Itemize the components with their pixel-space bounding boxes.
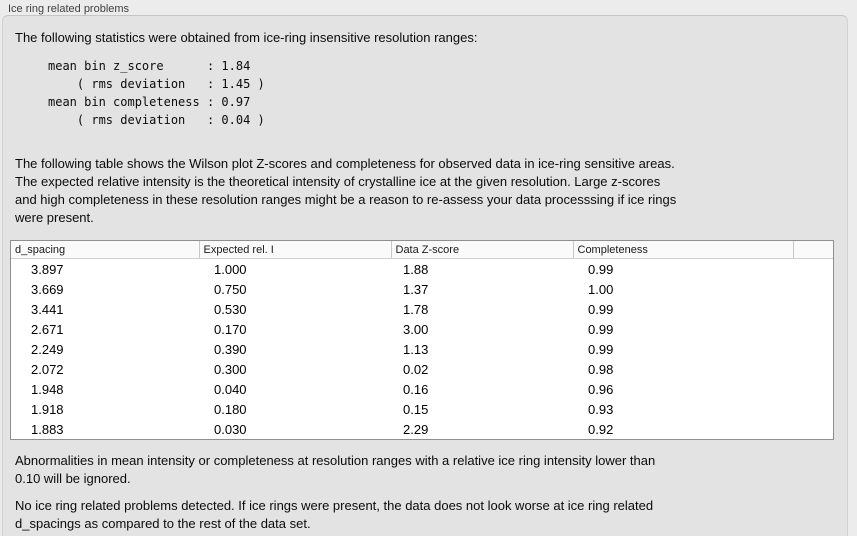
conclusion-text: No ice ring related problems detected. I… xyxy=(15,498,654,531)
cell-completeness: 0.99 xyxy=(588,341,614,357)
cell-expected-rel-i: 0.180 xyxy=(214,401,247,417)
cell-d-spacing: 1.883 xyxy=(31,421,64,437)
table-row[interactable]: 2.072 0.300 0.02 0.98 xyxy=(11,359,833,379)
cell-data-z-score: 1.78 xyxy=(403,301,429,317)
cell-data-z-score: 2.29 xyxy=(403,421,429,437)
cell-completeness: 0.99 xyxy=(588,321,614,337)
cell-expected-rel-i: 0.040 xyxy=(214,381,247,397)
cell-d-spacing: 2.671 xyxy=(31,321,64,337)
cell-expected-rel-i: 0.030 xyxy=(214,421,247,437)
column-header-expected-rel-i[interactable]: Expected rel. I xyxy=(198,241,391,259)
table-row[interactable]: 1.883 0.030 2.29 0.92 xyxy=(11,419,833,439)
cell-d-spacing: 2.249 xyxy=(31,341,64,357)
ice-ring-table: d_spacing Expected rel. I Data Z-score C… xyxy=(10,240,834,440)
panel-title: Ice ring related problems xyxy=(8,3,130,15)
cell-expected-rel-i: 0.390 xyxy=(214,341,247,357)
cell-expected-rel-i: 0.750 xyxy=(214,281,247,297)
cell-d-spacing: 2.072 xyxy=(31,361,64,377)
cell-d-spacing: 1.948 xyxy=(31,381,64,397)
table-row[interactable]: 3.441 0.530 1.78 0.99 xyxy=(11,299,833,319)
cell-completeness: 0.99 xyxy=(588,261,614,277)
table-header-row: d_spacing Expected rel. I Data Z-score C… xyxy=(11,241,833,259)
cell-d-spacing: 3.441 xyxy=(31,301,64,317)
column-header-data-z-score[interactable]: Data Z-score xyxy=(390,241,573,259)
cell-d-spacing: 3.669 xyxy=(31,281,64,297)
table-row[interactable]: 1.918 0.180 0.15 0.93 xyxy=(11,399,833,419)
column-header-d-spacing[interactable]: d_spacing xyxy=(11,241,199,259)
table-row[interactable]: 2.249 0.390 1.13 0.99 xyxy=(11,339,833,359)
table-description: The following table shows the Wilson plo… xyxy=(15,156,677,225)
cell-expected-rel-i: 0.530 xyxy=(214,301,247,317)
ice-ring-table-grid: d_spacing Expected rel. I Data Z-score C… xyxy=(11,241,833,439)
intro-text: The following statistics were obtained f… xyxy=(15,30,478,45)
column-header-empty xyxy=(792,241,833,259)
column-header-completeness[interactable]: Completeness xyxy=(572,241,793,259)
cell-data-z-score: 1.37 xyxy=(403,281,429,297)
cell-expected-rel-i: 0.300 xyxy=(214,361,247,377)
cell-d-spacing: 1.918 xyxy=(31,401,64,417)
cell-data-z-score: 1.88 xyxy=(403,261,429,277)
cell-completeness: 1.00 xyxy=(588,281,614,297)
cell-data-z-score: 3.00 xyxy=(403,321,429,337)
table-row[interactable]: 3.897 1.000 1.88 0.99 xyxy=(11,259,833,280)
cell-completeness: 0.98 xyxy=(588,361,614,377)
cell-completeness: 0.99 xyxy=(588,301,614,317)
cell-data-z-score: 0.16 xyxy=(403,381,429,397)
cell-completeness: 0.93 xyxy=(588,401,614,417)
panel-body: The following statistics were obtained f… xyxy=(2,15,848,536)
table-row[interactable]: 1.948 0.040 0.16 0.96 xyxy=(11,379,833,399)
cell-data-z-score: 1.13 xyxy=(403,341,429,357)
cell-expected-rel-i: 1.000 xyxy=(214,261,247,277)
ignore-note: Abnormalities in mean intensity or compl… xyxy=(15,453,656,486)
table-row[interactable]: 3.669 0.750 1.37 1.00 xyxy=(11,279,833,299)
cell-data-z-score: 0.15 xyxy=(403,401,429,417)
cell-data-z-score: 0.02 xyxy=(403,361,429,377)
cell-completeness: 0.92 xyxy=(588,421,614,437)
cell-expected-rel-i: 0.170 xyxy=(214,321,247,337)
cell-completeness: 0.96 xyxy=(588,381,614,397)
table-row[interactable]: 2.671 0.170 3.00 0.99 xyxy=(11,319,833,339)
cell-d-spacing: 3.897 xyxy=(31,261,64,277)
stats-block: mean bin z_score : 1.84 ( rms deviation … xyxy=(48,59,265,127)
